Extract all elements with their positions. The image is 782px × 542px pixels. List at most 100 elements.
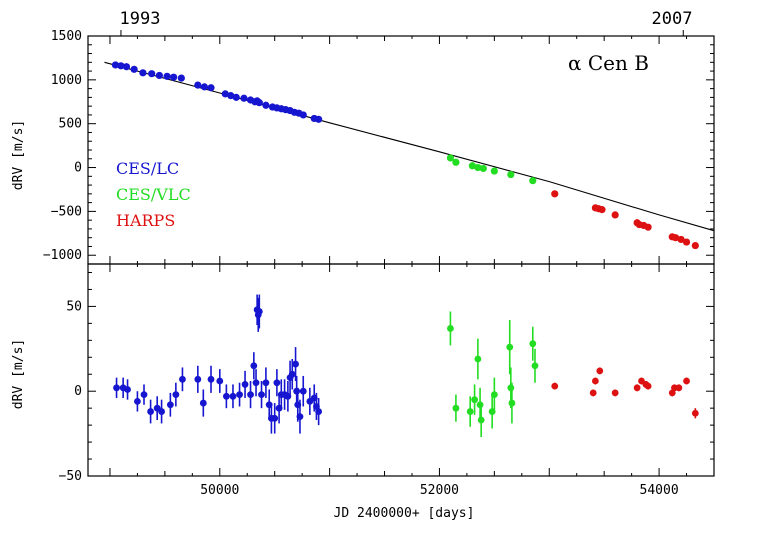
- data-point: [529, 177, 537, 185]
- residual-point: [299, 387, 307, 395]
- top-y-tick-label: 500: [59, 117, 82, 132]
- legend-entry-ces-lc: CES/LC: [116, 159, 179, 178]
- data-point: [163, 72, 171, 80]
- data-point: [677, 235, 685, 244]
- top-y-tick-label: −1000: [43, 248, 82, 263]
- residual-point: [166, 401, 174, 409]
- data-point: [232, 93, 240, 101]
- data-point: [452, 158, 460, 166]
- residual-point: [179, 375, 186, 383]
- top-y-tick-label: 0: [74, 161, 82, 176]
- residual-point: [507, 384, 515, 392]
- residual-point: [216, 377, 224, 385]
- residual-point: [113, 384, 120, 392]
- data-point: [155, 71, 163, 80]
- data-point: [200, 83, 209, 91]
- residual-point: [474, 355, 482, 363]
- residual-point: [252, 379, 260, 387]
- residual-point: [675, 384, 683, 392]
- top-y-tick-label: −500: [51, 204, 82, 219]
- residual-point: [589, 389, 597, 397]
- data-point: [139, 69, 147, 77]
- residual-point: [529, 340, 537, 348]
- residual-point: [531, 362, 539, 370]
- x-tick-label: 54000: [640, 483, 679, 498]
- residual-point: [293, 387, 301, 395]
- data-point: [255, 99, 263, 107]
- residual-point: [508, 399, 516, 407]
- residual-point: [262, 379, 270, 387]
- residual-point: [591, 377, 599, 385]
- data-point: [130, 65, 138, 73]
- bottom-y-tick-label: 50: [66, 299, 82, 314]
- data-point: [682, 238, 691, 246]
- data-point: [148, 70, 156, 78]
- residual-point: [447, 325, 454, 332]
- residual-point: [147, 408, 155, 415]
- data-point: [177, 74, 185, 82]
- data-point: [240, 94, 248, 102]
- data-point: [551, 190, 559, 198]
- top-ylabel: dRV [m/s]: [11, 120, 26, 190]
- residual-point: [271, 414, 279, 422]
- data-point: [117, 62, 125, 70]
- residual-point: [490, 391, 498, 398]
- data-point: [170, 73, 178, 81]
- data-point: [468, 162, 476, 170]
- residual-point: [255, 308, 263, 315]
- residual-point: [258, 391, 265, 398]
- data-point: [671, 234, 680, 242]
- data-point: [598, 206, 606, 214]
- data-point: [691, 241, 699, 250]
- data-point: [262, 101, 270, 109]
- residual-point: [452, 404, 460, 412]
- residual-point: [551, 382, 559, 390]
- residual-point: [296, 413, 304, 421]
- residual-point: [506, 343, 514, 351]
- data-point: [315, 115, 323, 123]
- data-point: [221, 90, 229, 98]
- legend-entry-harps: HARPS: [116, 211, 175, 230]
- residual-point: [236, 391, 243, 398]
- bottom-xlabel: JD 2400000+ [days]: [334, 506, 475, 521]
- bottom-y-tick-label: 0: [74, 384, 82, 399]
- residual-point: [194, 375, 202, 383]
- residual-point: [633, 384, 641, 392]
- residual-point: [644, 382, 652, 390]
- residual-point: [199, 399, 207, 407]
- residual-point: [222, 392, 230, 400]
- residual-point: [247, 391, 254, 398]
- residual-point: [596, 367, 604, 375]
- data-point: [111, 61, 120, 69]
- top-y-tick-label: 1500: [51, 29, 82, 44]
- data-point: [227, 92, 235, 100]
- residual-point: [477, 416, 485, 424]
- data-point: [299, 111, 307, 119]
- residual-point: [466, 408, 474, 415]
- residual-point: [288, 370, 296, 378]
- residual-point: [124, 386, 131, 393]
- residual-point: [476, 401, 484, 409]
- residual-point: [207, 375, 215, 383]
- residual-point: [273, 379, 281, 387]
- residual-point: [611, 389, 619, 397]
- residual-point: [292, 360, 299, 368]
- data-point: [122, 63, 131, 71]
- residual-point: [158, 408, 165, 415]
- data-point: [644, 223, 652, 231]
- residual-point: [241, 381, 249, 388]
- data-point: [479, 164, 487, 173]
- residual-point: [134, 397, 141, 405]
- data-point: [611, 211, 619, 219]
- residual-point: [250, 362, 258, 370]
- top-year-label-right: 2007: [652, 9, 693, 29]
- orbit-fit-line: [104, 61, 715, 232]
- data-point: [507, 170, 515, 179]
- residual-point: [683, 377, 690, 385]
- data-point: [194, 81, 202, 89]
- residual-point: [691, 409, 699, 417]
- data-point: [474, 163, 482, 172]
- data-point: [490, 167, 498, 175]
- residual-point: [315, 408, 323, 415]
